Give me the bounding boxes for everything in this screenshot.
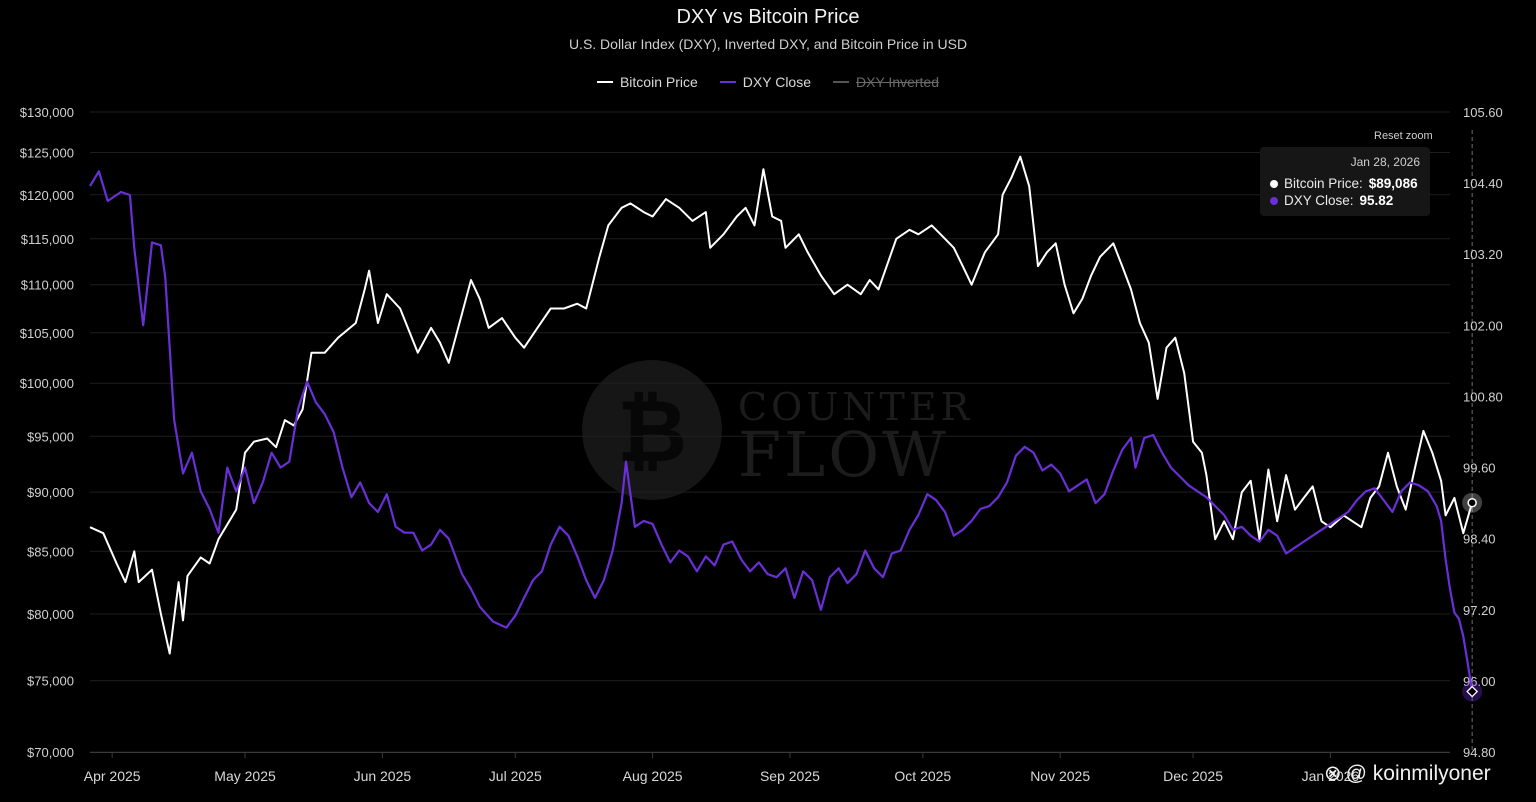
right-axis-tick-label: 98.40 (1463, 532, 1496, 547)
legend-label-dxy: DXY Close (742, 74, 811, 90)
watermark-flow: FLOW (738, 418, 949, 491)
x-axis-tick-label: Aug 2025 (623, 768, 683, 784)
left-axis-tick-label: $80,000 (27, 607, 74, 622)
binance-icon: ⊗ (1324, 762, 1342, 785)
watermark-bitcoin-logo: ₿ (582, 360, 722, 500)
x-axis-tick-label: May 2025 (214, 768, 276, 784)
left-axis-tick-label: $115,000 (21, 232, 74, 247)
tooltip-date: Jan 28, 2026 (1350, 155, 1420, 169)
x-axis-tick-label: Apr 2025 (84, 768, 141, 784)
tooltip-bitcoin-value: $89,086 (1368, 176, 1418, 191)
chart-title: DXY vs Bitcoin Price (676, 6, 860, 28)
right-axis-tick-label: 102.00 (1463, 318, 1503, 333)
tooltip-dot-dxy (1270, 196, 1278, 205)
watermark-logo-icon: ₿ (616, 382, 688, 482)
right-axis-tick-label: 97.20 (1463, 603, 1496, 618)
x-axis-tick-label: Jul 2025 (489, 768, 542, 784)
x-axis-tick-label: Nov 2025 (1030, 768, 1090, 784)
credit-watermark: ⊗ @ koinmilyoner (1324, 761, 1491, 786)
legend-swatch-dxy-inverted (833, 81, 849, 83)
tooltip-bitcoin-label: Bitcoin Price: (1284, 176, 1363, 191)
left-axis-tick-label: $105,000 (20, 326, 74, 341)
tooltip: Jan 28, 2026 Bitcoin Price: $89,086 DXY … (1260, 147, 1430, 216)
right-axis-tick-label: 103.20 (1463, 247, 1503, 262)
right-axis-tick-label: 99.60 (1463, 461, 1496, 476)
watermark-counter: COUNTER (738, 385, 974, 429)
credit-handle: @ koinmilyoner (1345, 761, 1491, 785)
bitcoin-hover-marker (1467, 497, 1477, 508)
bitcoin-price-line (89, 155, 1474, 655)
chart-legend: Bitcoin Price DXY Close DXY Inverted (0, 74, 1536, 90)
legend-swatch-dxy (719, 81, 736, 83)
left-axis-tick-label: $90,000 (27, 485, 74, 500)
dxy-hover-marker (1466, 685, 1479, 698)
legend-label-dxy-inverted: DXY Inverted (856, 74, 940, 90)
tooltip-dxy-label: DXY Close: (1284, 193, 1354, 208)
left-axis-tick-label: $120,000 (20, 188, 74, 203)
x-axis-tick-label: Jun 2025 (354, 768, 412, 784)
reset-zoom-button[interactable]: Reset zoom (1374, 130, 1433, 142)
left-axis-tick-label: $70,000 (27, 745, 74, 760)
left-axis-tick-label: $125,000 (20, 146, 74, 161)
right-axis-tick-label: 104.40 (1463, 176, 1503, 191)
tooltip-dot-bitcoin (1270, 179, 1278, 188)
legend-label-bitcoin: Bitcoin Price (619, 74, 698, 90)
left-axis-tick-label: $100,000 (20, 376, 74, 391)
x-axis-tick-label: Dec 2025 (1163, 768, 1223, 784)
right-axis-tick-label: 105.60 (1463, 105, 1503, 120)
x-axis-tick-label: Sep 2025 (760, 768, 820, 784)
tooltip-row-dxy: DXY Close: 95.82 (1270, 193, 1393, 208)
right-axis-tick-label: 100.80 (1463, 389, 1503, 404)
dxy-close-line (89, 170, 1474, 692)
tooltip-row-bitcoin: Bitcoin Price: $89,086 (1270, 176, 1418, 191)
right-axis-tick-label: 94.80 (1463, 745, 1496, 760)
left-axis-tick-label: $110,000 (21, 278, 74, 293)
legend-item-dxy-close[interactable]: DXY Close (719, 74, 811, 90)
chart-subtitle: U.S. Dollar Index (DXY), Inverted DXY, a… (568, 36, 968, 52)
legend-item-dxy-inverted[interactable]: DXY Inverted (833, 74, 939, 90)
left-axis-tick-label: $95,000 (27, 429, 74, 444)
x-axis-tick-label: Jan 2026 (1302, 768, 1360, 784)
tooltip-dxy-value: 95.82 (1359, 193, 1394, 208)
left-axis-tick-label: $85,000 (27, 544, 74, 559)
left-axis-tick-label: $130,000 (20, 105, 74, 120)
left-axis-tick-label: $75,000 (27, 674, 74, 689)
legend-item-bitcoin-price[interactable]: Bitcoin Price (596, 74, 698, 90)
x-axis-tick-label: Oct 2025 (894, 768, 951, 784)
legend-swatch-bitcoin (596, 81, 613, 83)
